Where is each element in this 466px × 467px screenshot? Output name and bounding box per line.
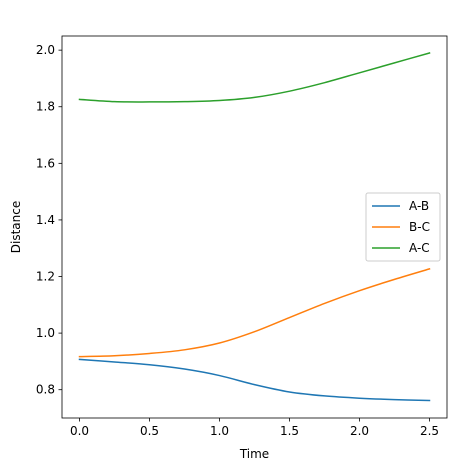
x-tick-label: 1.0 [210, 424, 229, 438]
y-tick-label: 1.0 [36, 326, 55, 340]
y-tick-label: 1.2 [36, 270, 55, 284]
y-axis-label: Distance [9, 201, 23, 253]
series-line-a-c [78, 52, 431, 103]
legend-label-b-c: B-C [409, 220, 430, 234]
y-tick-label: 0.8 [36, 383, 55, 397]
y-tick-label: 1.8 [36, 100, 55, 114]
series-line-b-c [78, 267, 431, 358]
x-axis-label: Time [239, 447, 269, 461]
x-tick-label: 1.5 [280, 424, 299, 438]
plot-frame [61, 35, 448, 419]
x-tick-label: 2.0 [350, 424, 369, 438]
legend-label-a-c: A-C [409, 241, 430, 255]
series-layer [78, 52, 431, 402]
x-tick-label: 0.0 [70, 424, 89, 438]
x-tick-label: 0.5 [140, 424, 159, 438]
series-line-a-b [78, 358, 431, 402]
x-tick-label: 2.5 [420, 424, 439, 438]
y-tick-label: 1.4 [36, 213, 55, 227]
y-axis-ticks: 0.8 1.0 1.2 1.4 1.6 1.8 2.0 [36, 43, 62, 397]
legend-label-a-b: A-B [409, 199, 429, 213]
legend: A-B B-C A-C [365, 192, 441, 262]
y-tick-label: 1.6 [36, 156, 55, 170]
x-axis-ticks: 0.0 0.5 1.0 1.5 2.0 2.5 [70, 418, 439, 438]
legend-frame [365, 192, 441, 262]
y-tick-label: 2.0 [36, 43, 55, 57]
